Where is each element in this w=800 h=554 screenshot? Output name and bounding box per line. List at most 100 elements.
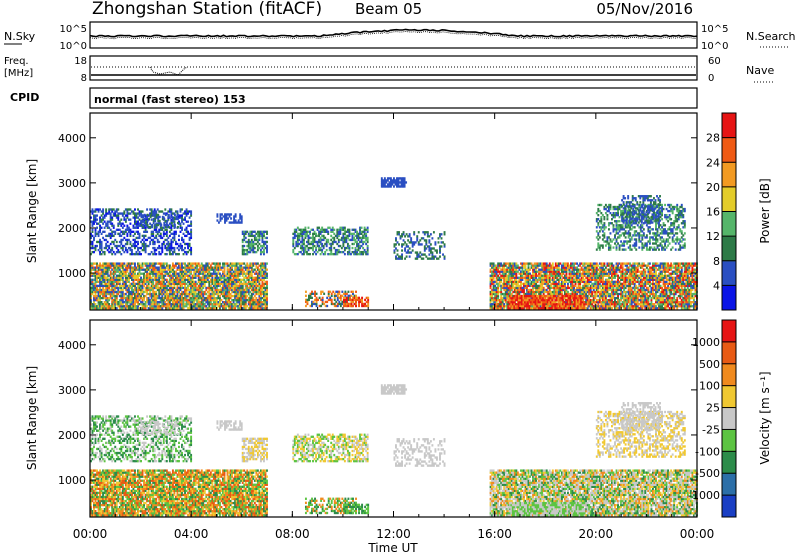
- summary-plot: Zhongshan Station (fitACF) Beam 05 05/No…: [0, 0, 800, 554]
- power-cell: [96, 287, 98, 289]
- power-cell: [134, 303, 136, 305]
- power-cell: [166, 279, 168, 281]
- power-cell: [140, 295, 142, 297]
- power-cell: [116, 307, 118, 309]
- power-cell: [224, 271, 226, 273]
- power-cell: [186, 283, 188, 285]
- power-cell: [163, 277, 165, 279]
- power-cell: [95, 283, 97, 285]
- power-cell: [117, 293, 119, 295]
- power-cell: [113, 275, 115, 277]
- power-cell: [113, 283, 115, 285]
- power-cell: [142, 293, 144, 295]
- power-cell: [145, 303, 147, 305]
- power-cell: [210, 285, 212, 287]
- power-cell: [119, 269, 121, 271]
- power-cell: [149, 291, 151, 293]
- power-cell: [143, 297, 145, 299]
- power-cell: [196, 283, 198, 285]
- power-cell: [134, 264, 136, 266]
- power-cell: [163, 281, 165, 283]
- power-cell: [183, 307, 185, 309]
- power-cell: [143, 273, 145, 275]
- power-cell: [146, 291, 148, 293]
- power-cell: [125, 293, 127, 295]
- power-cell: [208, 283, 210, 285]
- power-cell: [228, 291, 230, 293]
- power-cell: [145, 295, 147, 297]
- power-cell: [201, 262, 203, 264]
- power-cell: [164, 275, 166, 277]
- power-cell: [169, 264, 171, 266]
- power-cell: [196, 266, 198, 268]
- power-cell: [92, 281, 94, 283]
- power-cell: [113, 293, 115, 295]
- power-cell: [108, 299, 110, 301]
- power-cell: [134, 271, 136, 273]
- power-cell: [178, 291, 180, 293]
- power-cell: [161, 307, 163, 309]
- power-cell: [208, 262, 210, 264]
- power-cell: [155, 293, 157, 295]
- power-cell: [137, 277, 139, 279]
- nsearch-label: N.Search: [746, 30, 796, 43]
- cpid-text: normal (fast stereo) 153: [94, 93, 246, 106]
- power-cell: [92, 264, 94, 266]
- power-cell: [161, 295, 163, 297]
- power-cell: [202, 295, 204, 297]
- power-cell: [107, 273, 109, 275]
- power-cell: [217, 281, 219, 283]
- power-cell: [219, 297, 221, 299]
- power-cell: [205, 289, 207, 291]
- power-cell: [202, 307, 204, 309]
- power-cell: [107, 301, 109, 303]
- power-cell: [192, 279, 194, 281]
- power-cell: [224, 266, 226, 268]
- power-cell: [230, 297, 232, 299]
- power-cell: [122, 279, 124, 281]
- power-cell: [224, 264, 226, 266]
- power-cell: [146, 271, 148, 273]
- power-cell: [217, 293, 219, 295]
- power-cell: [99, 299, 101, 301]
- power-cell: [186, 291, 188, 293]
- power-cell: [114, 289, 116, 291]
- power-cell: [163, 264, 165, 266]
- freq-label: Freq.: [4, 56, 29, 67]
- freq-panel: Freq. [MHz] 18 8 Nave 60 0: [4, 56, 774, 84]
- power-cell: [180, 289, 182, 291]
- cpid-panel: CPID normal (fast stereo) 153: [10, 88, 697, 108]
- power-cell: [95, 293, 97, 295]
- power-cell: [190, 273, 192, 275]
- power-cell: [172, 289, 174, 291]
- power-cell: [142, 287, 144, 289]
- power-cell: [102, 287, 104, 289]
- power-cell: [211, 277, 213, 279]
- power-cell: [204, 273, 206, 275]
- power-cell: [195, 281, 197, 283]
- power-cell: [227, 266, 229, 268]
- power-cell: [145, 307, 147, 309]
- power-cell: [230, 301, 232, 303]
- power-cell: [164, 269, 166, 271]
- power-cell: [219, 307, 221, 309]
- power-cell: [137, 291, 139, 293]
- power-cell: [219, 262, 221, 264]
- power-cell: [219, 273, 221, 275]
- power-cell: [214, 271, 216, 273]
- power-cell: [198, 299, 200, 301]
- power-cell: [195, 273, 197, 275]
- power-cell: [126, 303, 128, 305]
- power-cell: [219, 285, 221, 287]
- power-cell: [101, 301, 103, 303]
- power-cell: [101, 283, 103, 285]
- power-cell: [148, 285, 150, 287]
- power-cell: [221, 269, 223, 271]
- power-cell: [98, 271, 100, 273]
- power-cell: [198, 275, 200, 277]
- power-cell: [187, 287, 189, 289]
- power-cell: [184, 262, 186, 264]
- power-cell: [108, 287, 110, 289]
- power-cell: [122, 303, 124, 305]
- power-cell: [114, 273, 116, 275]
